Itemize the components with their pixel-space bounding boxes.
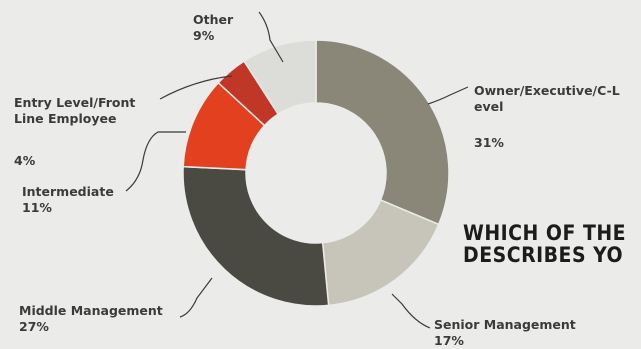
label-intermediate-name: Intermediate <box>22 184 114 199</box>
label-owner-executive: Owner/Executive/C-L evel 31% <box>474 83 620 151</box>
leader-owner-executive <box>427 86 469 105</box>
slice-other <box>243 39 317 116</box>
label-senior-name: Senior Management <box>434 317 576 332</box>
label-entry-value: 4% <box>14 153 36 168</box>
question-title-line1: WHICH OF THE <box>463 221 627 245</box>
label-senior-value: 17% <box>434 333 464 348</box>
leader-other <box>258 11 284 63</box>
label-entry-level: Entry Level/Front Line Employee <box>14 95 135 127</box>
label-middle-value: 27% <box>19 319 49 334</box>
slice-middle-management <box>182 165 330 307</box>
label-entry-name-line2: Line Employee <box>14 111 117 126</box>
label-other: Other 9% <box>193 12 233 44</box>
label-senior-management: Senior Management 17% <box>434 317 576 349</box>
label-other-name: Other <box>193 12 234 27</box>
leader-entry-level <box>159 75 233 100</box>
leader-middle-management <box>179 277 213 318</box>
label-middle-management: Middle Management 27% <box>19 303 163 335</box>
leader-intermediate <box>125 131 186 192</box>
label-intermediate-value: 11% <box>22 200 52 215</box>
slice-owner-executive <box>315 39 450 226</box>
label-middle-name: Middle Management <box>19 303 163 318</box>
label-owner-name-line1: Owner/Executive/C-L <box>474 83 620 98</box>
label-other-value: 9% <box>193 28 215 43</box>
question-title-line2: DESCRIBES YO <box>463 243 624 267</box>
leader-senior-management <box>391 293 431 329</box>
label-owner-name-line2: evel <box>474 99 504 114</box>
label-intermediate: Intermediate 11% <box>22 184 114 216</box>
label-owner-value: 31% <box>474 135 504 150</box>
label-entry-name-line1: Entry Level/Front <box>14 95 136 110</box>
